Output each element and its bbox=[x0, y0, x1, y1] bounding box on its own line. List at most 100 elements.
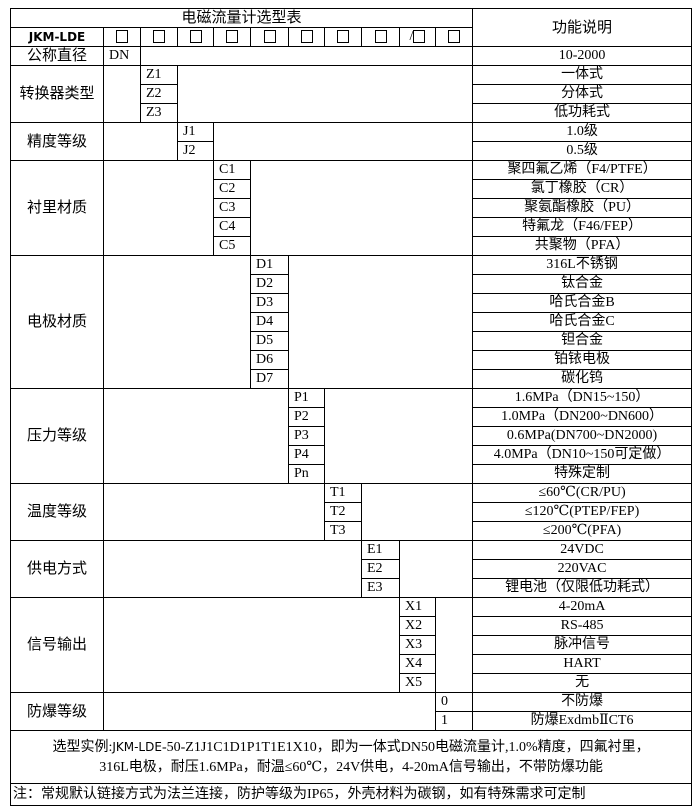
empty-cell bbox=[103, 540, 362, 598]
option-code: Z2 bbox=[140, 84, 178, 104]
option-description: 1.6MPa（DN15~150） bbox=[472, 388, 693, 408]
checkbox-square-icon bbox=[189, 30, 202, 44]
table-row: Pn 特殊定制 bbox=[11, 464, 693, 484]
table-row: C4 特氟龙（F46/FEP） bbox=[11, 217, 693, 237]
table-row: 衬里材质 C1 聚四氟乙烯（F4/PTFE） bbox=[10, 160, 693, 256]
table-row: 供电方式 E1 24VDC bbox=[10, 540, 693, 598]
code-slot bbox=[434, 27, 474, 47]
option-description: 聚四氟乙烯（F4/PTFE） bbox=[472, 160, 693, 180]
option-description: 钽合金 bbox=[472, 331, 693, 351]
table-row: E2 220VAC bbox=[11, 559, 693, 579]
empty-cell bbox=[103, 388, 289, 484]
section-label: 电极材质 bbox=[10, 255, 104, 389]
option-description: 聚氨酯橡胶（PU） bbox=[472, 198, 693, 218]
option-code: E1 bbox=[361, 540, 400, 560]
checkbox-square-icon bbox=[374, 30, 387, 44]
option-description: 一体式 bbox=[472, 65, 693, 85]
section-label: 精度等级 bbox=[10, 122, 104, 161]
option-code: E2 bbox=[361, 559, 400, 579]
empty-cell bbox=[249, 160, 474, 256]
option-description: 316L不锈钢 bbox=[472, 255, 693, 275]
option-code: D7 bbox=[250, 369, 289, 389]
option-description: HART bbox=[472, 654, 693, 674]
table-row: 1 防爆ExdmbⅡCT6 bbox=[11, 711, 693, 731]
option-description: 220VAC bbox=[472, 559, 693, 579]
option-code: P1 bbox=[288, 388, 325, 408]
code-slot bbox=[213, 27, 251, 47]
option-code: D6 bbox=[250, 350, 289, 370]
example-prefix: 选型实例: bbox=[52, 739, 113, 755]
option-description: 低功耗式 bbox=[472, 103, 693, 123]
function-header: 功能说明 bbox=[472, 8, 693, 47]
option-code: T1 bbox=[324, 483, 362, 503]
checkbox-square-icon bbox=[300, 30, 313, 44]
section-label: 压力等级 bbox=[10, 388, 104, 484]
option-code: 0 bbox=[434, 692, 474, 712]
option-code: D2 bbox=[250, 274, 289, 294]
checkbox-square-icon bbox=[116, 30, 128, 44]
example-model: JKM-LDE bbox=[112, 739, 162, 754]
section-label: 温度等级 bbox=[10, 483, 104, 541]
table-row: 防爆等级 0 不防爆 bbox=[10, 692, 693, 731]
option-description: 钛合金 bbox=[472, 274, 693, 294]
empty-cell bbox=[398, 540, 474, 598]
table-title: 电磁流量计选型表 bbox=[9, 8, 474, 28]
code-slot bbox=[324, 27, 362, 47]
table-row: Z3 低功耗式 bbox=[11, 103, 693, 123]
example-line2: 316L电极，耐压1.6MPa，耐温≤60℃，24V供电，4-20mA信号输出，… bbox=[99, 759, 603, 775]
empty-cell bbox=[323, 388, 474, 484]
option-description: 无 bbox=[472, 673, 693, 693]
table-row: P2 1.0MPa（DN200~DN600） bbox=[11, 407, 693, 427]
option-code: X5 bbox=[399, 673, 436, 693]
empty-cell bbox=[176, 65, 474, 123]
code-slot bbox=[288, 27, 325, 47]
table-row: 电极材质 D1 316L不锈钢 bbox=[10, 255, 693, 389]
empty-cell bbox=[103, 597, 400, 693]
code-slot bbox=[250, 27, 289, 47]
code-slot bbox=[361, 27, 400, 47]
option-description: 碳化钨 bbox=[472, 369, 693, 389]
table-row: X5 无 bbox=[11, 673, 693, 693]
option-code: P2 bbox=[288, 407, 325, 427]
option-code: Z3 bbox=[140, 103, 178, 123]
option-description: 0.5级 bbox=[472, 141, 693, 161]
option-code: C2 bbox=[213, 179, 251, 199]
checkbox-square-icon bbox=[413, 30, 426, 44]
empty-cell bbox=[103, 65, 141, 123]
option-code: D1 bbox=[250, 255, 289, 275]
option-description: 0.6MPa(DN700~DN2000) bbox=[472, 426, 693, 446]
option-description: 脉冲信号 bbox=[472, 635, 693, 655]
code-slot bbox=[140, 27, 178, 47]
table-row: 温度等级 T1 ≤60℃(CR/PU) bbox=[10, 483, 693, 541]
empty-cell bbox=[287, 255, 474, 389]
slot-separator: / bbox=[409, 29, 414, 44]
checkbox-square-icon bbox=[263, 30, 276, 44]
option-code: C5 bbox=[213, 236, 251, 256]
option-code: Pn bbox=[288, 464, 325, 484]
option-code: X3 bbox=[399, 635, 436, 655]
empty-cell bbox=[103, 160, 214, 256]
table-row: P4 4.0MPa（DN10~150可定做） bbox=[11, 445, 693, 465]
option-code: D4 bbox=[250, 312, 289, 332]
option-description: 24VDC bbox=[472, 540, 693, 560]
table-row: 压力等级 P1 1.6MPa（DN15~150） bbox=[10, 388, 693, 484]
empty-cell bbox=[103, 122, 178, 161]
option-description: 共聚物（PFA） bbox=[472, 236, 693, 256]
option-description: 铂铱电极 bbox=[472, 350, 693, 370]
option-description: 哈氏合金B bbox=[472, 293, 693, 313]
option-code: 1 bbox=[434, 711, 474, 731]
option-code: P4 bbox=[288, 445, 325, 465]
option-code: T2 bbox=[324, 502, 362, 522]
section-label: 信号输出 bbox=[10, 597, 104, 693]
option-code: J2 bbox=[177, 141, 214, 161]
option-description: 1.0级 bbox=[472, 122, 693, 142]
section-label: 公称直径 bbox=[10, 46, 104, 66]
checkbox-square-icon bbox=[337, 30, 349, 44]
option-code: J1 bbox=[177, 122, 214, 142]
option-description: 4-20mA bbox=[472, 597, 693, 617]
option-code: P3 bbox=[288, 426, 325, 446]
option-code: Z1 bbox=[140, 65, 178, 85]
option-description: 特氟龙（F46/FEP） bbox=[472, 217, 693, 237]
option-description: RS-485 bbox=[472, 616, 693, 636]
code-slot bbox=[103, 27, 141, 47]
